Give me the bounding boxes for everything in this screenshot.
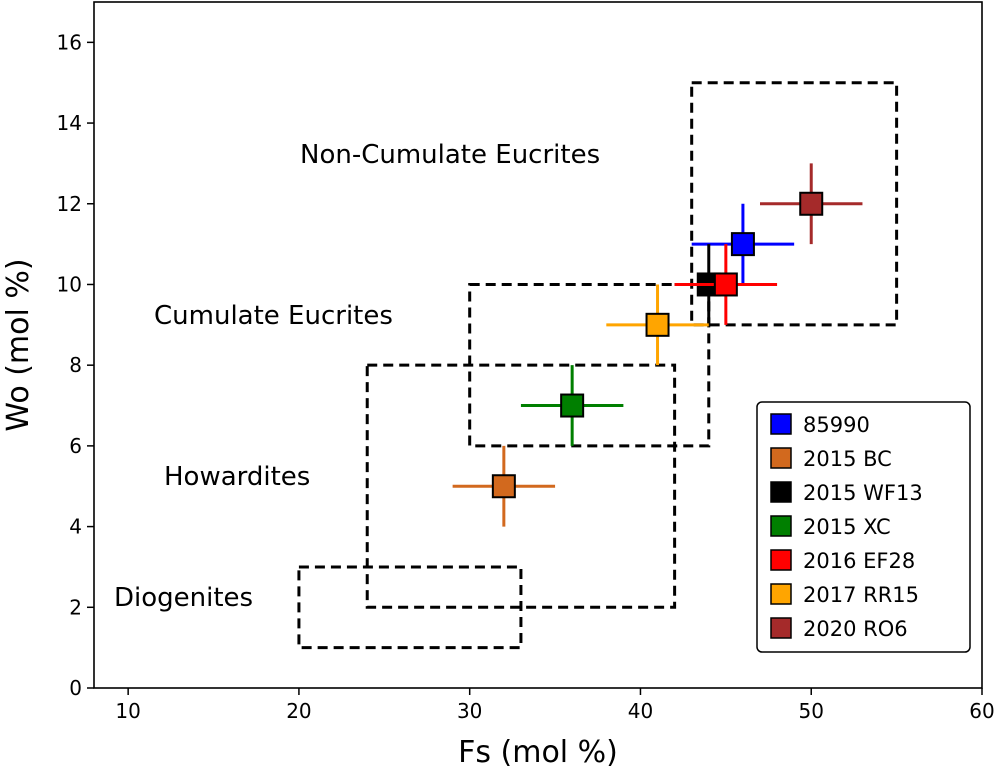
legend-swatch-85990: [770, 413, 792, 435]
data-points: [452, 163, 863, 527]
region-box-non-cumulate-eucrites: [690, 81, 899, 327]
region-label-cumulate-eucrites: Cumulate Eucrites: [154, 301, 393, 331]
region-label-non-cumulate-eucrites: Non-Cumulate Eucrites: [300, 140, 600, 170]
legend-label-2020-ro6: 2020 RO6: [803, 617, 908, 641]
region-boxes: [297, 81, 899, 650]
x-tick-label: 20: [286, 699, 311, 723]
legend-label-2015-wf13: 2015 WF13: [803, 481, 923, 505]
axis-ticks: 10 20 30 40 50 60 0 2 4 6 8 10 12 14 16: [57, 30, 995, 723]
x-axis-title: Fs (mol %): [458, 735, 618, 770]
legend-swatch-2017-rr15: [770, 583, 792, 605]
point-marker: [799, 191, 824, 216]
legend: 85990 2015 BC 2015 WF13 2015 XC 2016 EF28 201…: [756, 401, 971, 653]
x-tick-label: 30: [457, 699, 482, 723]
y-tick-label: 16: [57, 30, 82, 54]
point-marker: [560, 393, 585, 418]
legend-swatch-2016-ef28: [770, 549, 792, 571]
region-box-cumulate-eucrites: [468, 282, 711, 448]
data-point-2020-ro6: [760, 163, 863, 245]
y-tick-label: 0: [69, 676, 82, 700]
y-tick-label: 6: [69, 434, 82, 458]
y-tick-label: 12: [57, 192, 82, 216]
point-marker: [645, 312, 670, 337]
legend-label-85990: 85990: [803, 413, 870, 437]
legend-swatch-2015-xc: [770, 515, 792, 537]
data-point-2017-rr15: [606, 284, 709, 366]
data-point-2015-bc: [452, 445, 556, 527]
y-axis-title: Wo (mol %): [1, 258, 36, 431]
x-tick-label: 40: [628, 699, 653, 723]
legend-swatch-2015-bc: [770, 447, 792, 469]
x-tick-label: 50: [799, 699, 824, 723]
point-marker: [491, 474, 516, 499]
point-marker: [713, 272, 738, 297]
legend-label-2016-ef28: 2016 EF28: [803, 549, 915, 573]
region-box-howardites: [365, 363, 677, 609]
x-tick-label: 10: [115, 699, 140, 723]
legend-box: [756, 401, 971, 653]
region-labels: Diogenites Howardites Cumulate Eucrites …: [114, 140, 600, 613]
legend-swatch-2015-wf13: [770, 481, 792, 503]
x-tick-label: 60: [969, 699, 994, 723]
y-tick-label: 14: [57, 111, 82, 135]
legend-label-2015-xc: 2015 XC: [803, 515, 891, 539]
point-marker: [730, 232, 755, 257]
legend-label-2015-bc: 2015 BC: [803, 447, 892, 471]
region-label-diogenites: Diogenites: [114, 583, 253, 613]
plot-frame: [93, 1, 983, 689]
y-tick-label: 4: [69, 515, 82, 539]
data-point-2015-xc: [520, 365, 624, 446]
y-tick-label: 10: [57, 272, 82, 296]
region-label-howardites: Howardites: [164, 462, 310, 492]
y-tick-label: 2: [69, 595, 82, 619]
data-point-2016-ef28: [674, 244, 778, 325]
y-tick-label: 8: [69, 353, 82, 377]
region-box-diogenites: [297, 565, 523, 650]
legend-label-2017-rr15: 2017 RR15: [803, 583, 919, 607]
legend-swatch-2020-ro6: [770, 617, 792, 639]
data-point-85990: [691, 203, 795, 285]
